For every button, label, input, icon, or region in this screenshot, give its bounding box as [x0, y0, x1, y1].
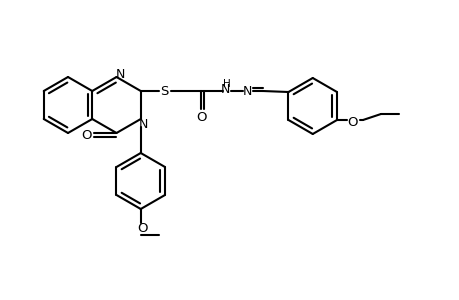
- Text: N: N: [139, 118, 148, 130]
- Text: N: N: [116, 68, 125, 80]
- Text: O: O: [347, 116, 358, 128]
- Text: H: H: [223, 79, 230, 89]
- Text: O: O: [81, 128, 91, 142]
- Text: N: N: [221, 82, 230, 95]
- Text: O: O: [196, 110, 207, 124]
- Text: O: O: [137, 223, 148, 236]
- Text: N: N: [242, 85, 252, 98]
- Text: S: S: [160, 85, 168, 98]
